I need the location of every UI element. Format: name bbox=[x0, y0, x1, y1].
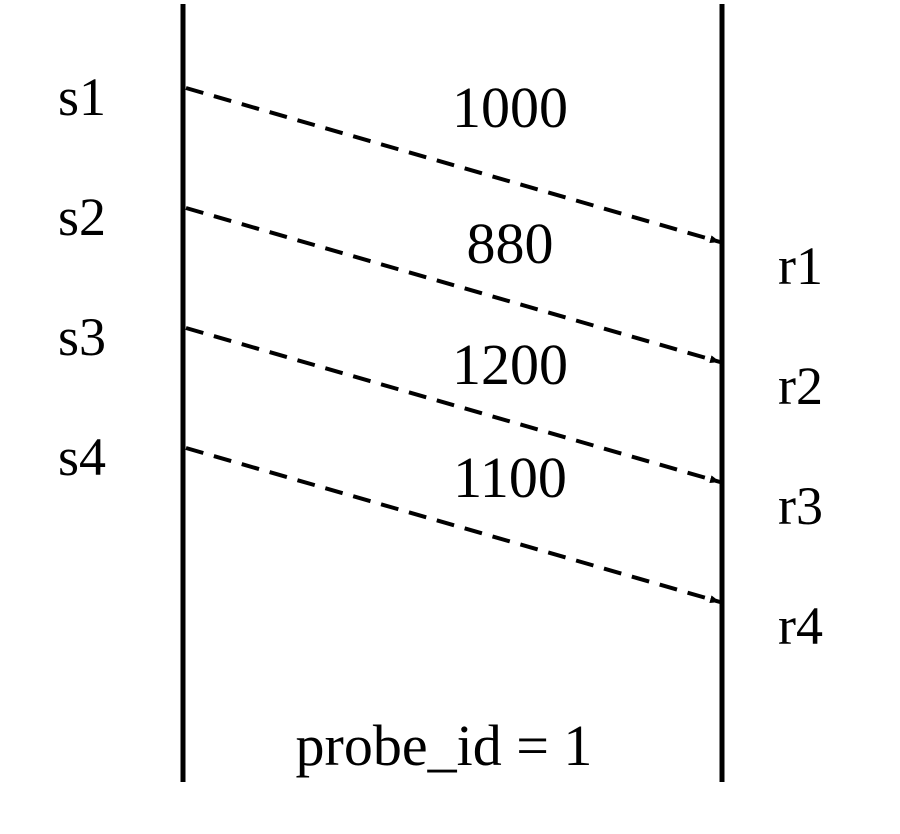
receiver-label-r3: r3 bbox=[778, 476, 823, 536]
receiver-label-r1: r1 bbox=[778, 236, 823, 296]
message-label-3: 1200 bbox=[452, 332, 568, 397]
message-label-2: 880 bbox=[467, 211, 554, 276]
message-arrow-s2-r2 bbox=[185, 206, 721, 364]
receiver-label-r2: r2 bbox=[778, 356, 823, 416]
probe-id-label: probe_id = 1 bbox=[296, 713, 593, 778]
sender-label-s3: s3 bbox=[58, 307, 106, 367]
sender-label-s4: s4 bbox=[58, 427, 106, 487]
message-arrow-s3-r3 bbox=[185, 326, 721, 484]
sender-label-s1: s1 bbox=[58, 67, 106, 127]
message-label-1: 1000 bbox=[452, 75, 568, 140]
message-arrow-s4-r4 bbox=[185, 446, 721, 604]
message-arrow-s1-r1 bbox=[185, 86, 721, 244]
message-label-4: 1100 bbox=[453, 445, 567, 510]
receiver-label-r4: r4 bbox=[778, 596, 823, 656]
sender-label-s2: s2 bbox=[58, 187, 106, 247]
